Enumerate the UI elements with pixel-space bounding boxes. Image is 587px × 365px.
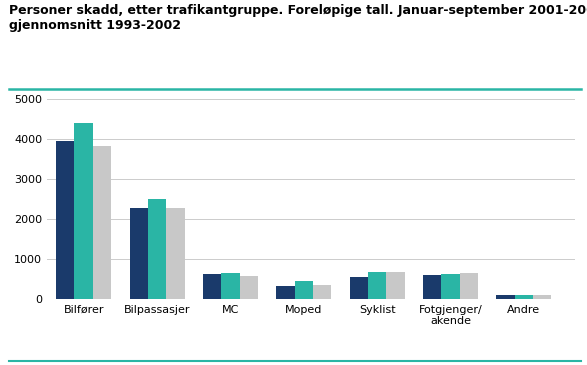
Bar — [56, 141, 75, 299]
Bar — [313, 285, 331, 299]
Bar — [368, 272, 386, 299]
Bar — [75, 123, 93, 299]
Bar — [166, 208, 184, 299]
Bar — [441, 274, 460, 299]
Bar — [295, 281, 313, 299]
Bar — [239, 276, 258, 299]
Bar — [423, 275, 441, 299]
Bar — [130, 208, 148, 299]
Bar — [533, 296, 551, 299]
Bar — [350, 277, 368, 299]
Text: Personer skadd, etter trafikantgruppe. Foreløpige tall. Januar-september 2001-20: Personer skadd, etter trafikantgruppe. F… — [9, 4, 587, 32]
Bar — [276, 287, 295, 299]
Bar — [203, 274, 221, 299]
Bar — [515, 295, 533, 299]
Bar — [386, 272, 404, 299]
Bar — [93, 146, 111, 299]
Bar — [148, 199, 166, 299]
Bar — [497, 295, 515, 299]
Bar — [221, 273, 239, 299]
Bar — [460, 273, 478, 299]
